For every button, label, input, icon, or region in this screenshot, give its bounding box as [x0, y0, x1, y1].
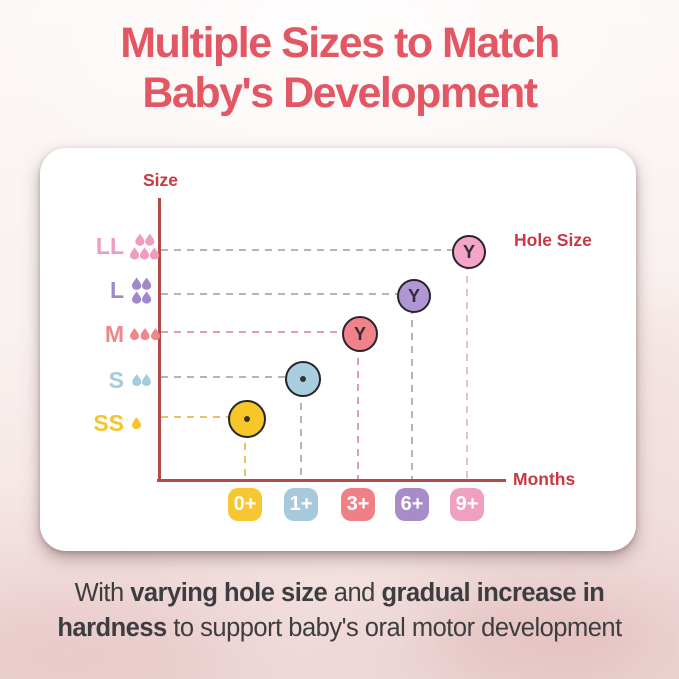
- y-cut-hole-symbol: Y: [353, 324, 366, 344]
- background-photo-blob: [430, 590, 630, 679]
- droplets-icon-L: [132, 277, 152, 304]
- caption-text: With varying hole size and gradual incre…: [0, 576, 679, 646]
- x-tick-badge-6plus: 6+: [395, 488, 429, 521]
- y-cut-hole-symbol: Y: [407, 286, 420, 306]
- guide-line-vertical-1plus: [300, 377, 302, 479]
- x-tick-badge-1plus: 1+: [284, 488, 318, 521]
- droplets-icon-LL: [130, 233, 159, 260]
- guide-line-horizontal-L: [161, 293, 412, 295]
- guide-line-vertical-6plus: [411, 294, 413, 479]
- caption-bold: gradual increase in: [381, 579, 605, 607]
- title-line-1: Multiple Sizes to Match: [120, 19, 560, 67]
- droplets-icon-M: [130, 328, 160, 340]
- x-tick-badge-3plus: 3+: [341, 488, 375, 521]
- chart-card: Size Months Hole Size LL L M S SS: [40, 148, 636, 551]
- x-tick-badge-9plus: 9+: [450, 488, 484, 521]
- droplet-icon-SS: [132, 417, 141, 429]
- title-line-2: Baby's Development: [142, 69, 538, 117]
- legend-label: Hole Size: [514, 230, 592, 250]
- y-cut-hole-symbol: Y: [462, 242, 475, 262]
- guide-line-horizontal-LL: [161, 249, 467, 251]
- caption-bold: hardness: [57, 614, 167, 642]
- page-title: Multiple Sizes to Match Baby's Developme…: [0, 18, 679, 118]
- y-tick-label-L: L: [109, 277, 124, 303]
- caption-part: to support baby's oral motor development: [166, 614, 622, 642]
- round-hole-dot: [300, 376, 306, 382]
- data-point-LL-Y-hole: Y: [452, 235, 486, 269]
- data-point-M-Y-hole: Y: [342, 316, 378, 352]
- y-tick-label-M: M: [104, 321, 124, 347]
- x-axis-line: [157, 479, 506, 482]
- y-tick-label-SS: SS: [93, 410, 124, 436]
- x-axis-title: Months: [513, 469, 576, 489]
- caption-part: With: [74, 579, 131, 607]
- guide-line-vertical-9plus: [466, 250, 468, 479]
- caption-part: and: [327, 579, 382, 607]
- guide-line-horizontal-M: [161, 331, 358, 333]
- guide-line-vertical-3plus: [357, 332, 359, 479]
- data-point-L-Y-hole: Y: [397, 279, 431, 313]
- y-tick-label-LL: LL: [95, 233, 124, 259]
- y-tick-label-S: S: [108, 367, 124, 393]
- guide-line-vertical-0plus: [244, 417, 246, 479]
- y-axis-line: [158, 198, 161, 481]
- caption-bold: varying hole size: [130, 579, 328, 607]
- x-tick-badge-0plus: 0+: [228, 488, 262, 521]
- droplets-icon-S: [132, 374, 151, 386]
- y-axis-title: Size: [143, 170, 179, 190]
- data-point-SS-round-hole: [228, 400, 266, 438]
- round-hole-dot: [244, 416, 250, 422]
- guide-line-horizontal-S: [161, 376, 301, 378]
- guide-line-horizontal-SS: [161, 416, 245, 418]
- data-point-S-round-hole: [285, 361, 321, 397]
